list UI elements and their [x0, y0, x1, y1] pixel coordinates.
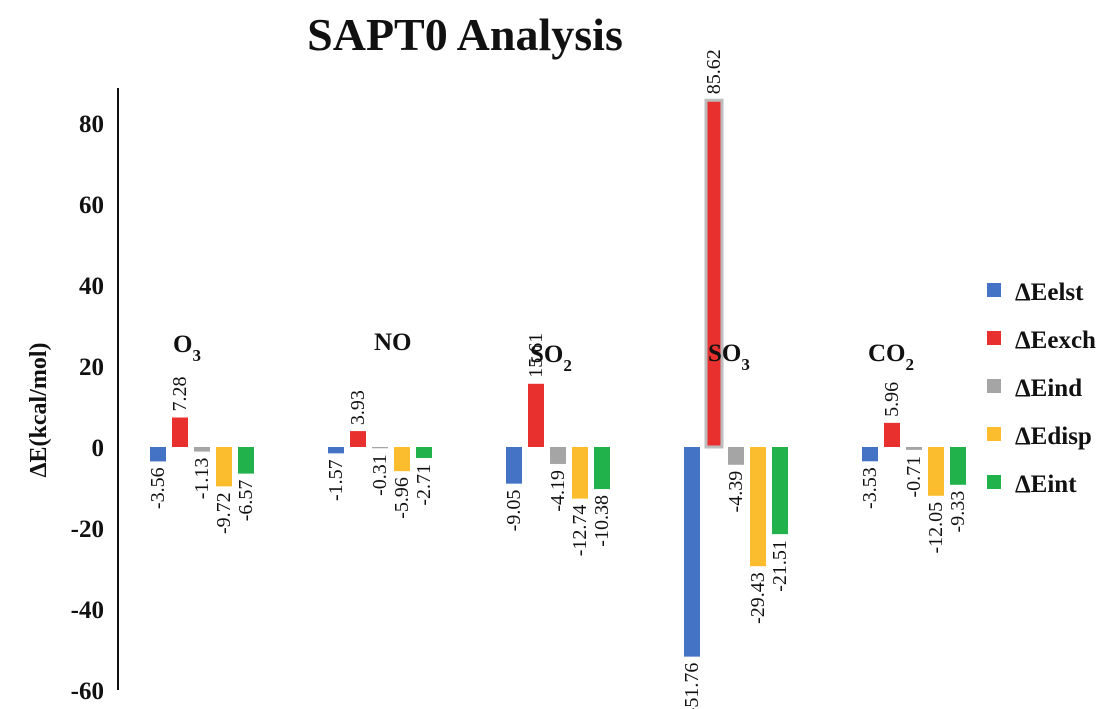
bar-eexch-1 [350, 431, 366, 447]
bar-eind-0 [194, 447, 210, 452]
bar-eind-2 [550, 447, 566, 464]
y-tick-label: 40 [79, 273, 104, 300]
legend-label: ΔEexch [1015, 327, 1096, 354]
y-tick-label: 60 [79, 192, 104, 219]
group-label-base: O [173, 331, 192, 358]
bar-eexch-2 [528, 383, 544, 447]
legend-swatch [987, 283, 1001, 297]
legend-swatch [987, 475, 1001, 489]
data-label: -6.57 [235, 480, 257, 522]
data-label: 7.28 [169, 377, 191, 412]
y-tick-label: -60 [71, 678, 104, 705]
legend-label: ΔEelst [1015, 279, 1084, 306]
bar-eint-3 [772, 447, 788, 535]
data-label: -4.19 [547, 470, 569, 512]
group-label-subscript: 3 [741, 355, 750, 374]
data-label: 15.61 [525, 333, 547, 378]
group-labels-layer: O3 NO SO2 SO3 CO2 [173, 329, 914, 375]
bar-eexch-3 [704, 98, 724, 449]
legend-label: ΔEdisp [1015, 423, 1092, 450]
data-label: -1.13 [191, 458, 213, 500]
group-label-4: CO2 [868, 340, 914, 374]
data-label: -5.96 [391, 477, 413, 519]
data-label: 5.96 [881, 382, 903, 417]
data-label: 3.93 [347, 390, 369, 425]
bar-eelst-1 [328, 447, 344, 454]
data-label: -9.05 [503, 490, 525, 532]
group-label-0: O3 [173, 331, 201, 365]
data-label: -9.33 [947, 491, 969, 533]
bar-eind-4 [906, 447, 922, 450]
y-tick-label: 20 [79, 354, 104, 381]
data-label: -10.38 [591, 495, 613, 547]
chart-title: SAPT0 Analysis [307, 9, 623, 60]
group-label-base: SO [708, 340, 741, 367]
group-label-1: NO [374, 329, 412, 356]
group-label-subscript: 3 [192, 346, 201, 365]
data-label: -51.76 [681, 663, 703, 709]
bar-eint-0 [238, 447, 254, 474]
y-axis-label: ΔE(kcal/mol) [26, 342, 52, 477]
y-tick-label: 80 [79, 111, 104, 138]
y-tick-label: -20 [71, 516, 104, 543]
data-label: -1.57 [325, 459, 347, 501]
group-label-2: SO2 [530, 341, 572, 375]
bars-layer [150, 98, 966, 657]
data-label: 85.62 [703, 49, 725, 94]
group-label-base: NO [374, 329, 412, 356]
group-label-3: SO3 [708, 340, 750, 374]
bar-eind-1 [372, 447, 388, 449]
data-labels-layer: -3.567.28-1.13-9.72 -6.57 -1.573.93-0.31-5… [147, 49, 969, 709]
group-label-subscript: 2 [906, 355, 915, 374]
bar-eelst-2 [506, 447, 522, 484]
bar-eelst-3 [684, 447, 700, 657]
y-tick-label: 0 [92, 435, 105, 462]
data-label: -21.51 [769, 540, 791, 592]
bar-edisp-3 [750, 447, 766, 567]
data-label: -9.72 [213, 492, 235, 534]
legend-swatch [987, 379, 1001, 393]
bar-eelst-0 [150, 447, 166, 462]
bar-eint-2 [594, 447, 610, 490]
legend: ΔEelst ΔEexch ΔEind ΔEdisp ΔEint [987, 279, 1096, 498]
bar-eelst-4 [862, 447, 878, 462]
bar-edisp-2 [572, 447, 588, 499]
y-tick-label: -40 [71, 597, 104, 624]
bar-eind-3 [728, 447, 744, 465]
data-label: -29.43 [747, 572, 769, 624]
bar-eexch-4 [884, 422, 900, 447]
bar-eint-1 [416, 447, 432, 458]
bar-edisp-4 [928, 447, 944, 496]
data-label: -0.31 [369, 454, 391, 496]
group-label-base: CO [868, 340, 906, 367]
data-label: -3.56 [147, 467, 169, 509]
bar-eint-4 [950, 447, 966, 485]
data-label: -4.39 [725, 471, 747, 513]
legend-label: ΔEind [1015, 375, 1082, 402]
bar-edisp-1 [394, 447, 410, 472]
group-label-subscript: 2 [563, 356, 572, 375]
data-label: -3.53 [859, 467, 881, 509]
bar-eexch-0 [172, 417, 188, 447]
legend-label: ΔEint [1015, 471, 1077, 498]
data-label: -2.71 [413, 464, 435, 506]
legend-swatch [987, 427, 1001, 441]
data-label: -12.05 [925, 502, 947, 554]
group-label-base: SO [530, 341, 563, 368]
bar-edisp-0 [216, 447, 232, 487]
data-label: -0.71 [903, 456, 925, 498]
y-axis-ticks: 80 60 40 20 0 -20 -40 -60 [71, 111, 104, 705]
legend-swatch [987, 331, 1001, 345]
data-label: -12.74 [569, 505, 591, 557]
